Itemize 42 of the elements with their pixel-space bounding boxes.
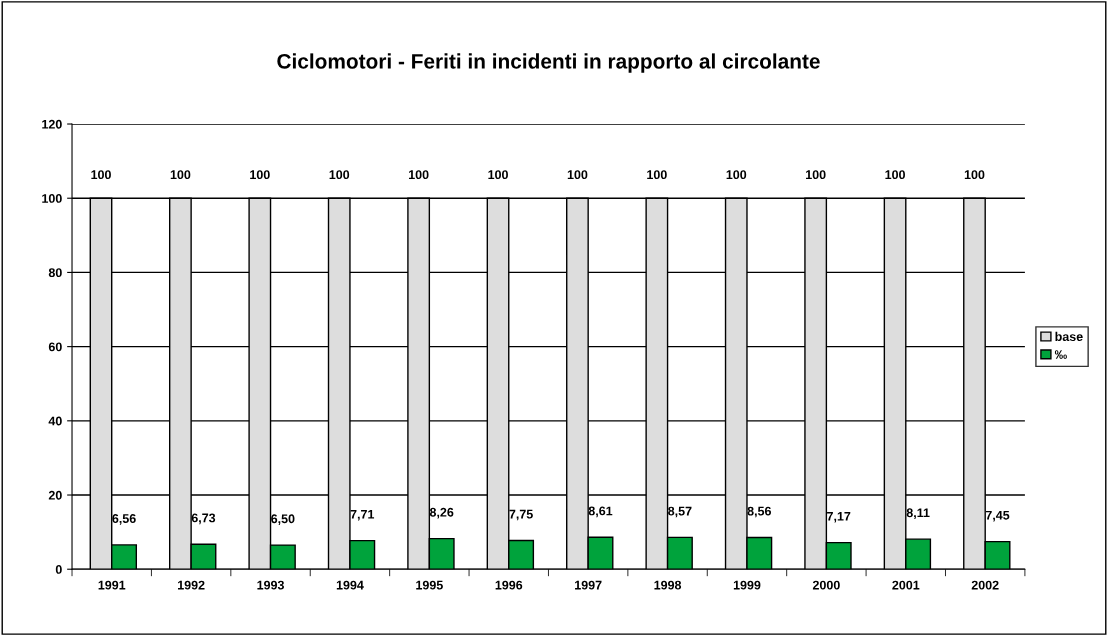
x-tick-label: 1992 bbox=[178, 580, 205, 590]
data-label: 100 bbox=[567, 170, 588, 180]
y-tick-label: 0 bbox=[55, 565, 62, 574]
x-tick-label: 1996 bbox=[495, 580, 523, 590]
x-tick-label: 1991 bbox=[98, 580, 126, 590]
y-tick-label: 80 bbox=[48, 268, 62, 278]
data-label: 100 bbox=[806, 170, 826, 180]
data-label: 6,50 bbox=[271, 514, 295, 525]
data-label: 100 bbox=[170, 170, 191, 180]
legend-label: ‰ bbox=[1054, 350, 1067, 359]
data-label: 7,45 bbox=[985, 510, 1010, 522]
data-label: 8,57 bbox=[668, 506, 692, 518]
data-label: 100 bbox=[329, 170, 350, 180]
data-label: 100 bbox=[408, 170, 429, 180]
data-label: 8,26 bbox=[429, 507, 454, 519]
data-label: 100 bbox=[964, 170, 985, 180]
data-label: 6,56 bbox=[112, 514, 136, 525]
y-tick-label: 120 bbox=[42, 119, 62, 129]
y-tick-label: 100 bbox=[42, 194, 62, 203]
chart-title: Ciclomotori - Feriti in incidenti in rapporto al circolante bbox=[277, 53, 820, 73]
data-label: 100 bbox=[647, 170, 667, 180]
data-label: 8,11 bbox=[906, 508, 930, 520]
x-tick-label: 1997 bbox=[575, 580, 602, 590]
data-label: 7,75 bbox=[509, 509, 533, 521]
y-tick-label: 40 bbox=[48, 416, 62, 426]
y-tick-label: 60 bbox=[48, 342, 62, 352]
data-label: 100 bbox=[488, 170, 508, 180]
x-tick-label: 2001 bbox=[892, 580, 920, 590]
data-label: 100 bbox=[250, 170, 270, 180]
x-tick-label: 1994 bbox=[336, 580, 364, 590]
legend-label: base bbox=[1055, 331, 1083, 342]
data-label: 100 bbox=[91, 170, 111, 180]
data-label: 100 bbox=[726, 170, 747, 180]
y-tick-label: 20 bbox=[48, 490, 62, 500]
x-tick-label: 1999 bbox=[733, 580, 761, 590]
x-tick-label: 1995 bbox=[416, 580, 443, 590]
x-tick-label: 1998 bbox=[654, 580, 682, 590]
data-label: 7,17 bbox=[827, 511, 851, 523]
x-tick-label: 1993 bbox=[257, 580, 284, 590]
x-tick-label: 2002 bbox=[971, 580, 999, 590]
x-tick-label: 2000 bbox=[812, 580, 840, 590]
data-label: 100 bbox=[885, 170, 905, 180]
